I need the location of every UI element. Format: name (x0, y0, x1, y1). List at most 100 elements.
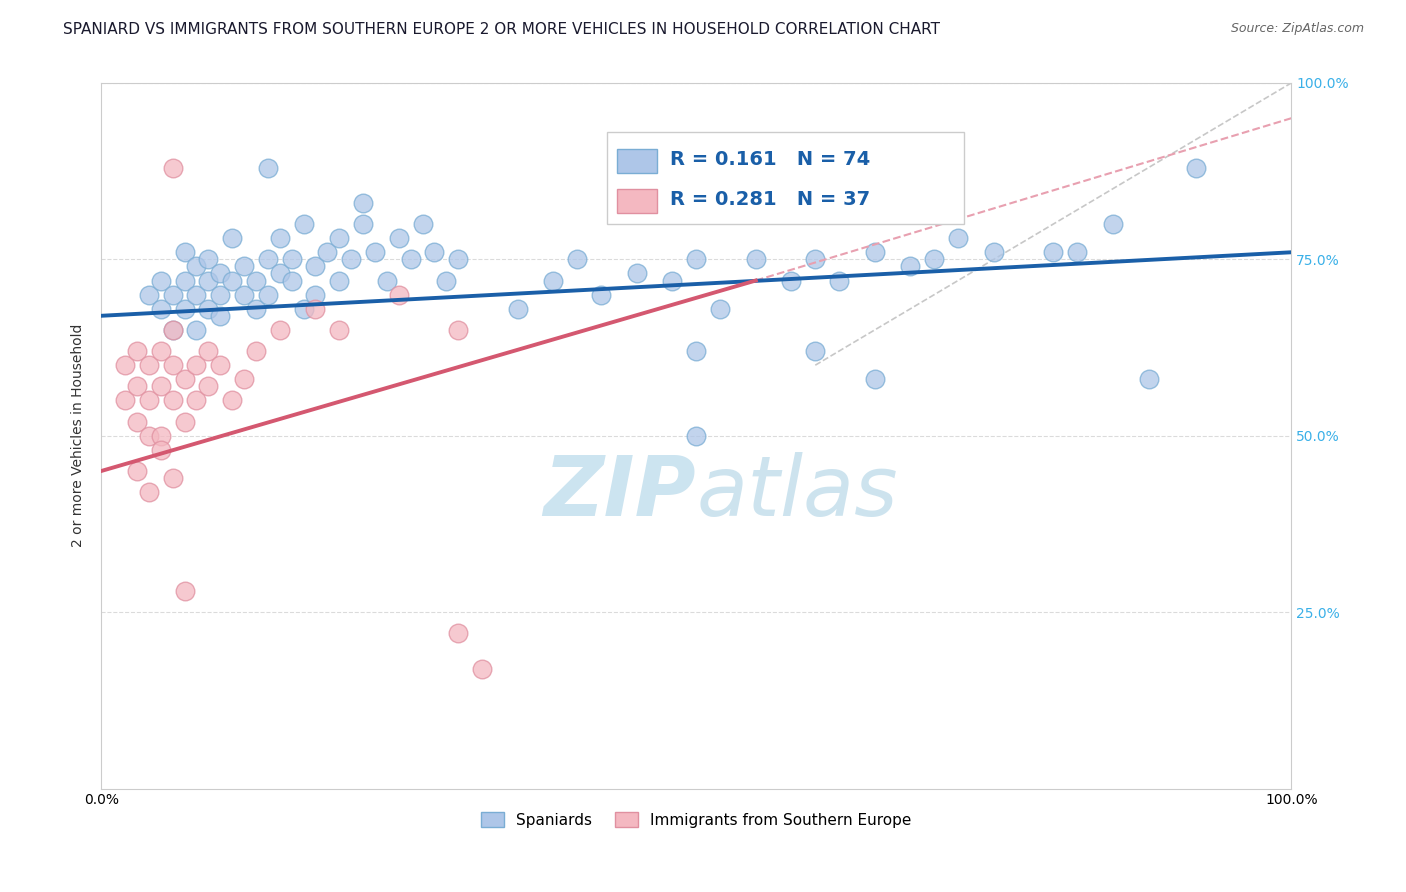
Point (745, 252, 768, 267)
Point (328, 323, 350, 337)
Point (138, 287, 160, 301)
Point (162, 323, 184, 337)
Point (375, 273, 398, 287)
Point (543, 273, 565, 287)
Point (328, 231, 350, 245)
Point (1137, 372, 1160, 386)
Point (173, 301, 195, 316)
Point (280, 273, 302, 287)
Point (1066, 245, 1088, 260)
Text: R = 0.161   N = 74: R = 0.161 N = 74 (671, 150, 870, 169)
Point (138, 485, 160, 500)
Point (221, 231, 243, 245)
Text: ZIP: ZIP (544, 451, 696, 533)
Point (256, 252, 278, 267)
Point (138, 393, 160, 408)
Point (173, 372, 195, 386)
Point (804, 252, 827, 267)
Point (197, 273, 219, 287)
Point (685, 252, 707, 267)
Point (197, 252, 219, 267)
Point (125, 344, 148, 359)
Point (328, 273, 350, 287)
Point (256, 287, 278, 301)
Point (626, 267, 648, 281)
Point (149, 379, 172, 393)
Point (447, 252, 470, 267)
Point (245, 301, 267, 316)
Text: atlas: atlas (696, 451, 898, 533)
Point (304, 287, 326, 301)
Point (447, 323, 470, 337)
Point (209, 267, 232, 281)
Point (661, 273, 683, 287)
Point (162, 323, 184, 337)
Point (946, 231, 969, 245)
Point (340, 252, 363, 267)
Point (162, 393, 184, 408)
Point (186, 393, 208, 408)
Point (709, 301, 731, 316)
Point (412, 217, 434, 231)
Point (1101, 217, 1123, 231)
Point (780, 273, 803, 287)
Point (804, 344, 827, 359)
Point (162, 358, 184, 372)
Point (114, 393, 136, 408)
Point (162, 471, 184, 485)
Point (316, 245, 339, 260)
Point (423, 245, 446, 260)
Legend: Spaniards, Immigrants from Southern Europe: Spaniards, Immigrants from Southern Euro… (475, 805, 918, 834)
Point (197, 301, 219, 316)
Point (233, 260, 256, 274)
Y-axis label: 2 or more Vehicles in Household: 2 or more Vehicles in Household (72, 324, 86, 548)
Point (233, 372, 256, 386)
Point (233, 287, 256, 301)
Text: Source: ZipAtlas.com: Source: ZipAtlas.com (1230, 22, 1364, 36)
Point (685, 428, 707, 442)
Point (209, 309, 232, 323)
Text: SPANIARD VS IMMIGRANTS FROM SOUTHERN EUROPE 2 OR MORE VEHICLES IN HOUSEHOLD CORR: SPANIARD VS IMMIGRANTS FROM SOUTHERN EUR… (63, 22, 941, 37)
Point (863, 372, 886, 386)
Point (364, 245, 387, 260)
Point (125, 379, 148, 393)
Point (1185, 161, 1208, 175)
Point (162, 287, 184, 301)
Point (221, 393, 243, 408)
Point (186, 287, 208, 301)
Point (162, 161, 184, 175)
Point (173, 584, 195, 599)
Point (304, 301, 326, 316)
Point (589, 287, 612, 301)
Point (567, 252, 589, 267)
Point (399, 252, 422, 267)
Point (900, 260, 922, 274)
FancyBboxPatch shape (617, 149, 657, 172)
Point (388, 287, 411, 301)
Point (173, 273, 195, 287)
Point (280, 252, 302, 267)
Point (209, 358, 232, 372)
Point (863, 245, 886, 260)
Point (173, 245, 195, 260)
Point (197, 379, 219, 393)
Point (685, 344, 707, 359)
Point (256, 161, 278, 175)
Point (471, 662, 494, 676)
Point (983, 245, 1005, 260)
Point (924, 252, 946, 267)
Point (149, 344, 172, 359)
Point (388, 231, 411, 245)
Point (221, 273, 243, 287)
Point (447, 626, 470, 640)
Point (269, 323, 291, 337)
Point (245, 273, 267, 287)
Point (506, 301, 529, 316)
FancyBboxPatch shape (617, 189, 657, 213)
Point (434, 273, 457, 287)
Point (352, 217, 374, 231)
Text: R = 0.281   N = 37: R = 0.281 N = 37 (671, 190, 870, 209)
Point (197, 344, 219, 359)
FancyBboxPatch shape (607, 132, 965, 224)
Point (292, 301, 315, 316)
